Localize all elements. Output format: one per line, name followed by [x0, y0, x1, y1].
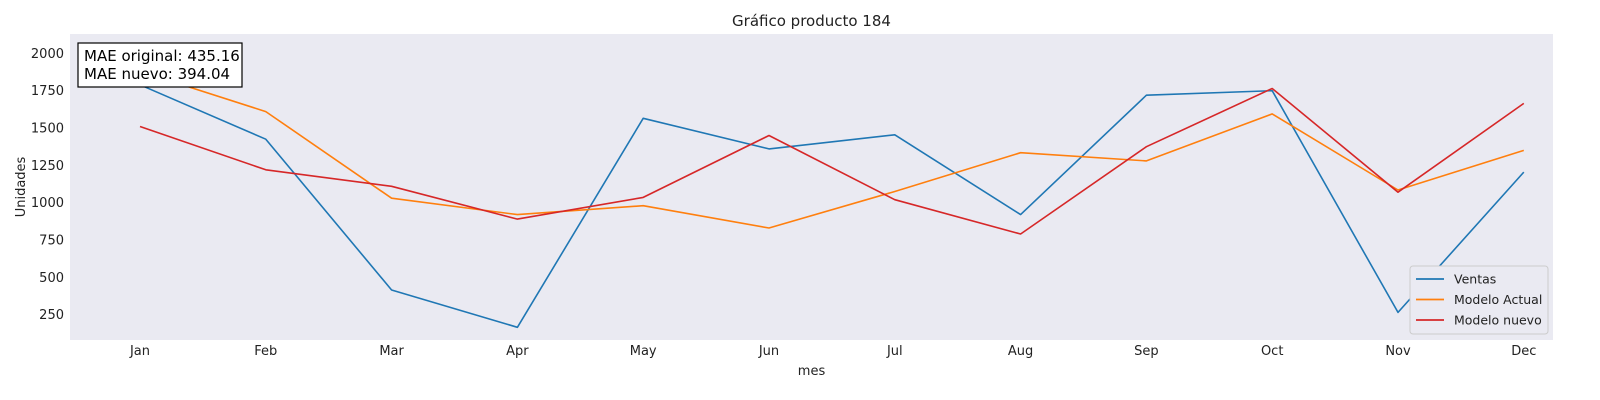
y-tick-label: 1750	[31, 84, 64, 99]
x-tick-label: Nov	[1385, 344, 1411, 359]
x-tick-label: Aug	[1008, 344, 1033, 359]
mae-original-text: MAE original: 435.16	[84, 47, 240, 65]
series-line	[139, 87, 1525, 235]
x-tick-label: Dec	[1511, 344, 1536, 359]
legend-frame	[1409, 265, 1549, 335]
y-tick-label: 750	[39, 233, 64, 248]
x-axis-label: mes	[798, 364, 826, 379]
y-tick-label: 250	[39, 308, 64, 323]
legend-label: Ventas	[1454, 272, 1496, 287]
x-tick-labels: Jan Feb Mar Apr May Jun Jul Aug Sep Oct Nov Dec	[129, 344, 1536, 359]
annotation-frame	[77, 42, 243, 88]
series-line	[139, 84, 1525, 329]
legend: Ventas Modelo Actual Modelo nuevo	[1409, 265, 1549, 335]
plot-area	[70, 34, 1553, 340]
mae-annotation-box: MAE original: 435.16 MAE nuevo: 394.04	[77, 42, 243, 88]
x-tick-label: May	[630, 344, 657, 359]
y-axis-label: Unidades	[14, 156, 29, 217]
y-tick-labels: 250 500 750 1000 1250 1500 1750 2000	[31, 47, 64, 323]
y-tick-label: 2000	[31, 47, 64, 62]
y-tick-label: 1250	[31, 159, 64, 174]
y-tick-label: 1500	[31, 122, 64, 137]
x-tick-label: Jul	[886, 344, 903, 359]
x-tick-label: Mar	[379, 344, 404, 359]
legend-label: Modelo Actual	[1454, 292, 1542, 307]
chart-title: Gráfico producto 184	[732, 12, 891, 30]
y-tick-label: 1000	[31, 196, 64, 211]
mae-nuevo-text: MAE nuevo: 394.04	[84, 65, 230, 83]
x-tick-label: Apr	[506, 344, 529, 359]
x-tick-label: Jun	[758, 344, 779, 359]
series-lines	[139, 70, 1525, 329]
x-tick-label: Oct	[1261, 344, 1283, 359]
legend-label: Modelo nuevo	[1454, 313, 1542, 328]
x-tick-label: Feb	[254, 344, 277, 359]
y-tick-label: 500	[39, 271, 64, 286]
x-tick-label: Jan	[129, 344, 150, 359]
x-tick-label: Sep	[1134, 344, 1159, 359]
